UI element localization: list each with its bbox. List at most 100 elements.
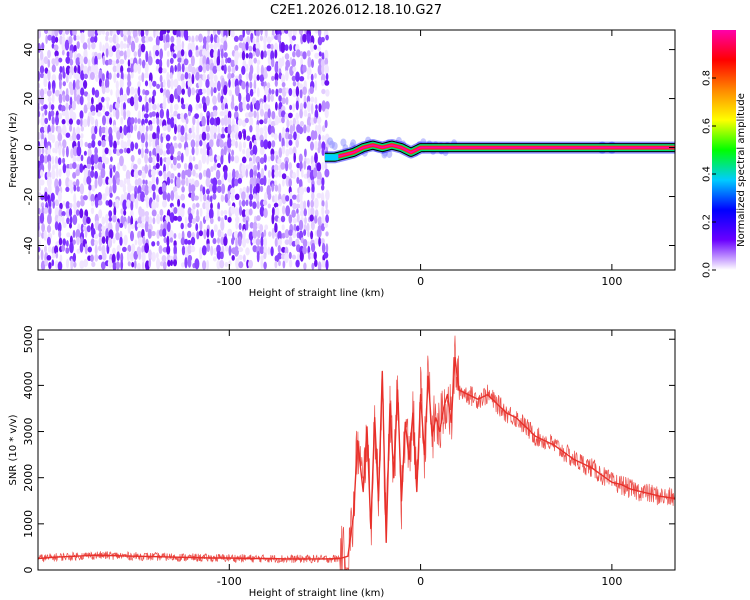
- spectrogram-cell: [263, 139, 269, 150]
- spectrogram-cell: [91, 97, 94, 105]
- spectrogram-cell: [145, 131, 148, 143]
- spectrogram-cell: [76, 156, 81, 162]
- spectrogram-cell: [204, 214, 210, 221]
- spectrogram-cell: [57, 261, 63, 270]
- spectrogram-cell: [233, 35, 239, 43]
- spectrogram-cell: [241, 42, 246, 53]
- spectrogram-cell: [54, 50, 59, 57]
- spectrogram-cell: [318, 134, 321, 141]
- spectrogram-cell: [255, 183, 260, 194]
- spectrogram-cell: [122, 183, 127, 193]
- spectrogram-cell: [288, 229, 293, 236]
- spectrogram-cell: [299, 120, 304, 127]
- spectrogram-cell: [271, 183, 275, 192]
- spectrogram-cell: [313, 44, 317, 50]
- spectrogram-cell: [249, 199, 253, 207]
- spectrogram-cell: [307, 241, 310, 247]
- spectrogram-cell: [241, 156, 247, 164]
- spectrogram-cell: [176, 30, 181, 40]
- spectrogram-cell: [309, 86, 315, 94]
- spectrogram-cell: [40, 249, 44, 261]
- spectrogram-cell: [50, 104, 55, 111]
- spectrogram-cell: [96, 111, 102, 117]
- spectrogram-cell: [111, 45, 117, 52]
- spectrogram-cell: [221, 126, 225, 134]
- spectrogram-cell: [130, 72, 134, 79]
- spectrogram-cell: [285, 64, 289, 72]
- spectrogram-cell: [151, 251, 156, 262]
- spectrogram-cell: [163, 236, 167, 244]
- spectrogram-cell: [207, 30, 210, 37]
- spectrogram-cell: [206, 259, 210, 270]
- spectrogram-cell: [145, 50, 149, 63]
- spectrogram-cell: [166, 58, 170, 68]
- spectrogram-x-ticks: -100 0 100: [217, 30, 622, 288]
- spectrogram-cell: [44, 191, 48, 202]
- spectrogram-cell: [141, 216, 145, 223]
- spectrogram-cell: [55, 115, 59, 126]
- spectrogram-cell: [187, 78, 193, 88]
- spectrogram-cell: [303, 101, 307, 109]
- spectrogram-cell: [98, 125, 102, 137]
- spectrogram-cell: [104, 135, 108, 141]
- spectrogram-cell: [43, 155, 49, 164]
- spectrogram-cell: [170, 35, 175, 43]
- spectrogram-cell: [285, 138, 289, 148]
- spectrogram-cell: [191, 35, 195, 44]
- snr-x-ticks: -100 0 100: [217, 330, 622, 588]
- spectrogram-cell: [166, 30, 170, 34]
- spectrogram-cell: [57, 132, 63, 142]
- spectrogram-cell: [47, 154, 52, 164]
- spectrogram-cell: [102, 105, 106, 113]
- spectrogram-cell: [47, 246, 52, 253]
- spectrogram-cell: [302, 246, 307, 255]
- spectrogram-cell: [314, 259, 318, 268]
- spectrogram-cell: [55, 241, 60, 247]
- spectrogram-cell: [48, 81, 51, 91]
- spectrogram-cell: [288, 147, 293, 155]
- spectrogram-cell: [84, 141, 88, 148]
- spectrogram-cell: [140, 43, 146, 53]
- spectrogram-cell: [40, 105, 44, 112]
- spectrogram-cell: [155, 35, 160, 47]
- spectrogram-cell: [321, 64, 325, 75]
- spectrogram-cell: [245, 199, 249, 206]
- spectrogram-cell: [137, 157, 142, 165]
- spectrogram-cell: [115, 261, 120, 270]
- spectrogram-cell: [293, 131, 297, 141]
- spectrogram-cell: [259, 245, 264, 255]
- spectrogram-cell: [61, 105, 66, 113]
- spectrogram-cell: [184, 72, 189, 80]
- spectrogram-cell: [178, 142, 182, 149]
- spectrogram-cell: [170, 173, 175, 179]
- spectrogram-cell: [316, 192, 322, 199]
- spectrogram-cell: [281, 173, 287, 180]
- spectrogram-cell: [51, 93, 55, 104]
- spectrogram-cell: [220, 155, 224, 165]
- spectrogram-cell: [278, 260, 281, 267]
- spectrogram-cell: [77, 64, 81, 76]
- snr-y-axis-label: SNR (10 * v/v): [8, 414, 19, 485]
- spectrogram-cell: [130, 63, 134, 74]
- spectrogram-cell: [242, 37, 247, 44]
- spectrogram-cell: [108, 149, 112, 156]
- spectrogram-cell: [313, 116, 318, 124]
- spectrogram-cell: [43, 124, 48, 133]
- spectrogram-cell: [76, 200, 81, 208]
- spectrogram-cell: [65, 30, 70, 35]
- spectrogram-cell: [90, 116, 95, 125]
- spectrogram-cell: [84, 243, 88, 255]
- spectrogram-cell: [267, 192, 272, 201]
- spectrogram-cell: [243, 130, 247, 141]
- spectrogram-cell: [126, 110, 131, 118]
- spectrogram-cell: [72, 162, 77, 169]
- spectrogram-cell: [117, 162, 121, 171]
- spectrogram-cell: [151, 184, 156, 192]
- spectrogram-cell: [94, 147, 98, 156]
- spectrogram-cell: [155, 176, 159, 186]
- spectrogram-cell: [51, 169, 56, 180]
- spectrogram-cell: [262, 199, 268, 206]
- spectrogram-cell: [253, 88, 257, 94]
- spectrogram-cell: [65, 94, 70, 102]
- spectrogram-cell: [206, 35, 211, 43]
